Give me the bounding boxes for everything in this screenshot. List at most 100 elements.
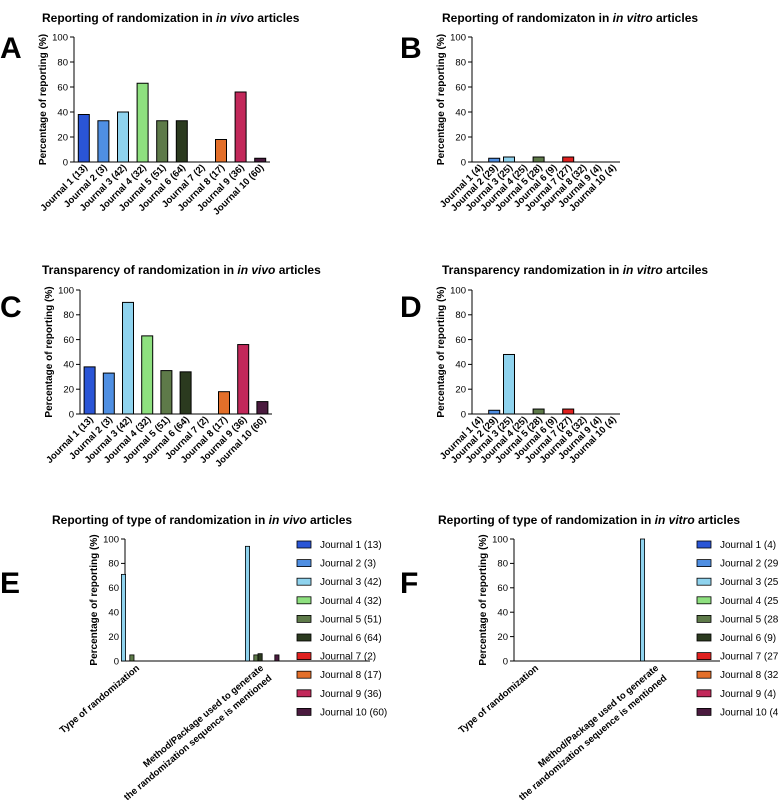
legend-label: Journal 9 (4) bbox=[720, 689, 776, 700]
y-axis-label: Percentage of reporting (%) bbox=[44, 286, 55, 417]
x-group-label: Type of randomization bbox=[457, 663, 541, 736]
legend-label: Journal 3 (42) bbox=[320, 577, 382, 588]
legend-label: Journal 7 (27) bbox=[720, 652, 778, 663]
chart-title-part: articles bbox=[695, 513, 741, 527]
x-group-label: Method/Package used to generatethe rando… bbox=[114, 663, 275, 803]
panel-e: E Reporting of type of randomization in i… bbox=[0, 513, 387, 803]
y-tick-label: 80 bbox=[497, 559, 508, 570]
bar bbox=[179, 371, 192, 415]
y-tick-label: 80 bbox=[108, 559, 119, 570]
bar bbox=[97, 120, 110, 163]
bar bbox=[503, 156, 515, 163]
legend-label: Journal 4 (32) bbox=[320, 596, 382, 607]
y-tick-label: 0 bbox=[461, 157, 466, 168]
chart-title-part: Reporting of type of randomization in bbox=[52, 513, 269, 527]
y-tick-label: 100 bbox=[52, 32, 68, 43]
y-tick-label: 80 bbox=[455, 310, 466, 321]
x-group-label-line: the randomization sequence is mentioned bbox=[122, 673, 274, 803]
legend-swatch bbox=[696, 633, 712, 642]
x-group-label-line: Method/Package used to generate bbox=[141, 663, 266, 770]
y-tick-label: 0 bbox=[114, 656, 119, 667]
y-tick-label: 60 bbox=[497, 583, 508, 594]
legend-label: Journal 6 (64) bbox=[320, 633, 382, 644]
chart-title: Reporting of type of randomization in in… bbox=[438, 513, 740, 527]
panel-a: A Reporting of randomization in in vivo a… bbox=[0, 11, 300, 218]
y-tick-label: 100 bbox=[103, 534, 119, 545]
bar bbox=[121, 573, 127, 662]
chart-title-italic: in vivo bbox=[216, 11, 254, 25]
panel-b: B Reporting of randomizaton in in vitro a… bbox=[400, 11, 698, 214]
chart-title-part: Reporting of randomizaton in bbox=[442, 11, 613, 25]
bar bbox=[122, 301, 134, 415]
y-tick-label: 40 bbox=[455, 107, 466, 118]
bar bbox=[234, 91, 247, 163]
bar bbox=[562, 156, 575, 163]
legend-swatch bbox=[696, 689, 712, 698]
legend-swatch bbox=[696, 708, 712, 716]
y-tick-label: 80 bbox=[57, 57, 68, 68]
legend-label: Journal 1 (13) bbox=[320, 540, 382, 551]
legend-swatch bbox=[296, 596, 312, 605]
y-tick-label: 100 bbox=[450, 285, 466, 296]
y-tick-label: 100 bbox=[450, 32, 466, 43]
bar bbox=[256, 401, 269, 415]
legend-swatch bbox=[296, 670, 312, 679]
panel-f: F Reporting of type of randomization in i… bbox=[400, 513, 778, 803]
y-tick-label: 20 bbox=[497, 632, 508, 643]
bar bbox=[640, 538, 646, 662]
y-tick-label: 60 bbox=[455, 335, 466, 346]
bar bbox=[102, 372, 115, 415]
legend-swatch bbox=[296, 615, 312, 623]
legend-swatch bbox=[696, 596, 712, 605]
legend-label: Journal 5 (28) bbox=[720, 614, 778, 625]
legend-swatch bbox=[696, 540, 712, 549]
panel-letter: F bbox=[400, 567, 418, 600]
y-tick-label: 0 bbox=[69, 409, 74, 420]
chart-title-part: Reporting of randomization in bbox=[42, 11, 216, 25]
bar bbox=[562, 408, 575, 415]
y-axis-label: Percentage of reporting (%) bbox=[436, 286, 447, 417]
legend-swatch bbox=[296, 708, 312, 716]
bar bbox=[532, 408, 545, 415]
y-tick-label: 0 bbox=[503, 656, 508, 667]
y-axis-label: Percentage of reporting (%) bbox=[89, 534, 100, 665]
legend-label: Journal 2 (29) bbox=[720, 559, 778, 570]
chart-title-part: Transparency randomization in bbox=[442, 263, 623, 277]
y-tick-label: 100 bbox=[492, 534, 508, 545]
legend-label: Journal 3 (25) bbox=[720, 577, 778, 588]
legend-swatch bbox=[296, 577, 312, 586]
bar bbox=[503, 353, 515, 415]
bar bbox=[532, 156, 545, 163]
legend-label: Journal 9 (36) bbox=[320, 689, 382, 700]
legend-swatch bbox=[696, 577, 712, 586]
bar bbox=[244, 545, 250, 662]
y-tick-label: 60 bbox=[63, 335, 74, 346]
bar bbox=[136, 82, 149, 163]
bar bbox=[488, 409, 501, 415]
y-axis-label: Percentage of reporting (%) bbox=[478, 534, 489, 665]
x-group-label: Method/Package used to generatethe rando… bbox=[509, 663, 670, 803]
bar bbox=[141, 335, 154, 415]
legend-swatch bbox=[696, 615, 712, 623]
legend-label: Journal 5 (51) bbox=[320, 614, 382, 625]
x-group-label-line: the randomization sequence is mentioned bbox=[517, 673, 669, 803]
y-tick-label: 80 bbox=[455, 57, 466, 68]
y-tick-label: 100 bbox=[58, 285, 74, 296]
bar bbox=[160, 370, 173, 415]
y-tick-label: 80 bbox=[63, 310, 74, 321]
y-tick-label: 20 bbox=[57, 132, 68, 143]
chart-title: Transparency of randomization in in vivo… bbox=[42, 263, 321, 277]
bar bbox=[83, 366, 96, 415]
legend-swatch bbox=[296, 559, 312, 567]
legend-label: Journal 8 (17) bbox=[320, 670, 382, 681]
legend-label: Journal 10 (4) bbox=[720, 707, 778, 718]
chart-title-italic: in vitro bbox=[655, 513, 695, 527]
legend-label: Journal 10 (60) bbox=[320, 707, 387, 718]
panel-letter: E bbox=[0, 567, 20, 600]
legend-swatch bbox=[696, 670, 712, 679]
x-group-label-line: Method/Package used to generate bbox=[536, 663, 661, 770]
y-tick-label: 40 bbox=[455, 360, 466, 371]
bar bbox=[257, 653, 263, 662]
chart-title-italic: in vivo bbox=[237, 263, 275, 277]
